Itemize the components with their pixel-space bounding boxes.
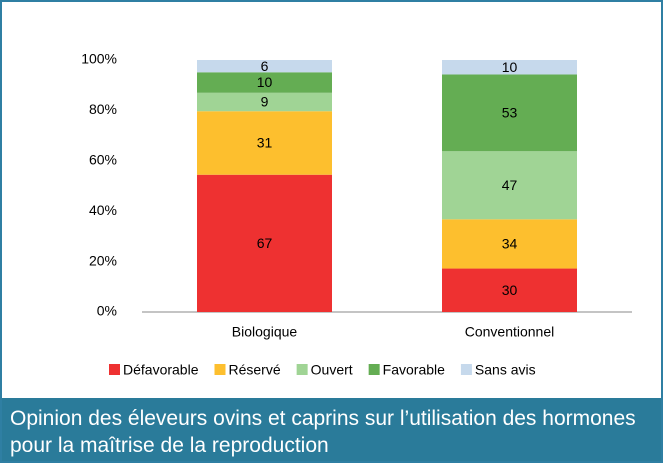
legend-label: Défavorable bbox=[123, 362, 199, 378]
chart-title: Opinion des éleveurs ovins et caprins su… bbox=[2, 398, 661, 461]
data-label: 34 bbox=[502, 236, 518, 252]
legend-label: Favorable bbox=[383, 362, 445, 378]
data-label: 67 bbox=[257, 235, 273, 251]
bar-segment bbox=[442, 60, 577, 75]
y-tick-label: 60% bbox=[89, 152, 117, 168]
legend-swatch bbox=[460, 364, 472, 375]
data-label: 10 bbox=[257, 74, 273, 90]
bar-segment bbox=[197, 72, 332, 93]
y-tick-label: 80% bbox=[89, 101, 117, 117]
legend-label: Sans avis bbox=[475, 362, 536, 378]
y-tick-label: 0% bbox=[97, 303, 117, 319]
legend-swatch bbox=[368, 364, 380, 375]
data-label: 9 bbox=[261, 94, 269, 110]
bar-segment bbox=[442, 268, 577, 312]
bar-segment bbox=[197, 60, 332, 73]
data-label: 30 bbox=[502, 282, 518, 298]
data-label: 47 bbox=[502, 177, 518, 193]
bar-segment bbox=[197, 92, 332, 112]
bar-segment bbox=[197, 111, 332, 175]
legend-label: Ouvert bbox=[311, 362, 353, 378]
data-label: 31 bbox=[257, 135, 273, 151]
legend-swatch bbox=[214, 364, 226, 375]
legend-label: Réservé bbox=[229, 362, 281, 378]
legend-swatch bbox=[296, 364, 308, 375]
y-tick-label: 100% bbox=[81, 51, 117, 67]
legend-swatch bbox=[109, 364, 120, 375]
y-tick-label: 20% bbox=[89, 252, 117, 268]
chart: 0%20%40%60%80%100%Biologique67319106Conv… bbox=[81, 51, 632, 378]
x-tick-label: Conventionnel bbox=[465, 324, 555, 340]
y-tick-label: 40% bbox=[89, 202, 117, 218]
data-label: 6 bbox=[261, 58, 269, 74]
data-label: 53 bbox=[502, 105, 518, 121]
bar-segment bbox=[442, 219, 577, 269]
bar-segment bbox=[197, 174, 332, 312]
bar-segment bbox=[442, 151, 577, 220]
bar-segment bbox=[442, 74, 577, 152]
data-label: 10 bbox=[502, 59, 518, 75]
x-tick-label: Biologique bbox=[232, 324, 298, 340]
